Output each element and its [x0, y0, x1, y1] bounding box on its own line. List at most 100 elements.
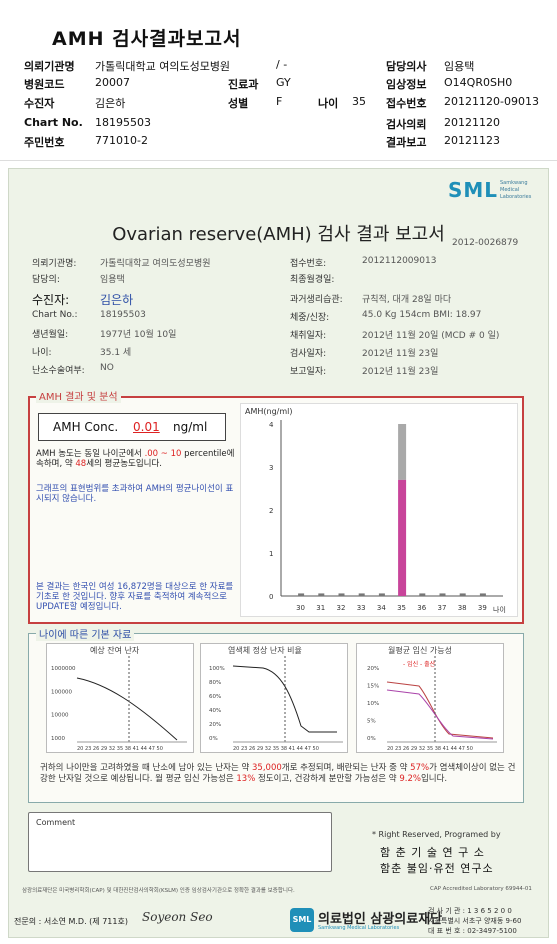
mini-y-tick: 60%: [209, 694, 221, 700]
chart3-pregnancy-curve: [386, 681, 494, 739]
chart3-xticks: 20 23 26 29 32 35 38 41 44 47 50: [387, 746, 473, 752]
amh-y-tick: 0: [269, 593, 273, 601]
header-value: 771010-2: [95, 134, 148, 147]
header-label: Chart No.: [24, 116, 83, 129]
field-value: 2012년 11월 20일 (MCD # 0 일): [362, 331, 500, 341]
chart3-ticks: 20% 15% 10% 5% 0%: [367, 666, 379, 742]
org-logo-icon: SML: [290, 908, 314, 932]
mini-y-tick: 40%: [209, 708, 221, 714]
chromosome-normal-chart: 100% 80% 60% 40% 20% 0% 20 23 26 29 32 35 38 …: [200, 643, 348, 753]
amh-x-tick: 38: [458, 604, 467, 612]
chart1-xticks: 20 23 26 29 32 35 38 41 44 47 50: [77, 746, 163, 752]
form-title: Ovarian reserve(AMH) 검사 결과 보고서: [112, 224, 445, 245]
header-value: 가톨릭대학교 여의도성모병원: [95, 60, 231, 73]
header-value: 20121120-09013: [444, 95, 539, 108]
right-field: 최종월경일:: [290, 272, 334, 285]
chart3-legend: - 임신 - 출산: [403, 660, 436, 668]
mini-y-tick: 20%: [367, 666, 379, 672]
amh-y-tick: 2: [269, 507, 273, 515]
amh-value-bar: [398, 479, 407, 596]
field-value: 규칙적, 대개 28일 마다: [362, 295, 452, 305]
left-field: 수진자: 김은하: [32, 291, 133, 308]
amh-age-bar: [439, 593, 446, 596]
amh-x-tick: 35: [397, 604, 406, 612]
amh-range-note: 그래프의 표현범위를 초과하여 AMH의 평균나이선이 표시되지 않습니다.: [36, 484, 234, 504]
header-label: 진료과: [228, 78, 259, 91]
physician-signature: Soyeon Seo: [142, 910, 213, 924]
header-label: 임상정보: [386, 78, 427, 91]
field-label: 과거생리습관:: [290, 295, 343, 305]
header-value: 20121120: [444, 116, 500, 129]
mini-y-tick: 20%: [209, 722, 221, 728]
header-value: 임용택: [444, 60, 475, 73]
field-value: 1977년 10월 10일: [100, 330, 177, 340]
org-subtitle: Samkwang Medical Laboratories: [318, 925, 400, 931]
mini-y-tick: 1000: [51, 736, 65, 742]
chart2-curve: [232, 665, 337, 733]
header-value: GY: [276, 76, 291, 89]
amh-range-bar: [398, 424, 407, 480]
header-divider: [0, 160, 557, 161]
field-value: 18195503: [100, 310, 146, 320]
amh-conc-label: AMH Conc.: [53, 420, 119, 434]
header-value: 18195503: [95, 116, 151, 129]
field-label: 체중/신장:: [290, 313, 330, 323]
header-row: 의뢰기관명 가톨릭대학교 여의도성모병원 / - 담당의사 임용택: [0, 58, 557, 76]
amh-chart-ylabel: AMH(ng/ml): [245, 407, 293, 416]
amh-x-tick: 36: [417, 604, 426, 612]
org-name: 의료법인 삼광의료재단: [318, 912, 443, 927]
field-value: 35.1 세: [100, 348, 132, 358]
amh-age-bar: [358, 593, 365, 596]
chart3-title: 월평균 임신 가능성: [388, 646, 452, 655]
amh-age-bar: [338, 593, 345, 596]
field-value: 2012년 11월 23일: [362, 349, 439, 359]
sml-logo-subtitle: Samkwang Medical Laboratories: [500, 180, 532, 200]
header-label: 담당의사: [386, 60, 427, 73]
header-label: 병원코드: [24, 78, 65, 91]
institute-name-2: 함춘 불임·유전 연구소: [380, 862, 494, 875]
right-field: 채취일자: 2012년 11월 20일 (MCD # 0 일): [290, 328, 499, 341]
header-row: 수진자 김은하 성별 F 나이 35 접수번호 20121120-09013: [0, 95, 557, 113]
amh-x-tick: 31: [316, 604, 325, 612]
header-row: 병원코드 20007 진료과 GY 임상정보 O14QR0SH0: [0, 76, 557, 94]
amh-age-bar: [318, 593, 325, 596]
amh-age-bar: [298, 593, 305, 596]
cap-note: CAP Accredited Laboratory 69944-01: [430, 886, 532, 892]
amh-age-bar: [378, 593, 385, 596]
institute-name-1: 함 춘 기 술 연 구 소: [380, 846, 485, 859]
chart3-birth-curve: [386, 689, 494, 740]
mini-y-tick: 100%: [209, 666, 225, 672]
right-field: 과거생리습관: 규칙적, 대개 28일 마다: [290, 292, 451, 305]
comment-box: [28, 812, 332, 872]
header-label: 주민번호: [24, 136, 65, 149]
field-label: Chart No.:: [32, 310, 78, 320]
sml-logo: SML: [448, 178, 499, 202]
header-value: 김은하: [95, 97, 126, 110]
header-value: 35: [352, 95, 366, 108]
certification-note: 삼광의료재단은 미국병리학회(CAP) 및 대한진단검사의학회(KSLM) 인증…: [22, 888, 295, 894]
chart2-ticks: 100% 80% 60% 40% 20% 0%: [209, 666, 225, 742]
amh-age-bar: [479, 593, 486, 596]
left-field: 담당의: 임용택: [32, 272, 125, 285]
amh-x-tick: 33: [357, 604, 366, 612]
field-label: 접수번호:: [290, 259, 327, 269]
amh-chart-panel: AMH(ng/ml) 0 1 2 3 4 30 31 32 33 34 35 36 37 38 39 나이: [240, 403, 518, 617]
header-label: 성별: [228, 97, 249, 110]
chart1-curve: [76, 677, 178, 741]
amh-x-tick: 37: [438, 604, 447, 612]
field-label: 수진자:: [32, 293, 70, 307]
header-label: 의뢰기관명: [24, 60, 75, 73]
field-value: 2012112009013: [362, 256, 437, 266]
mini-y-tick: 80%: [209, 680, 221, 686]
signing-physician: 전문의 : 서소연 M.D. (제 711호): [14, 917, 128, 926]
field-label: 채취일자:: [290, 331, 327, 341]
field-value: 임용택: [100, 275, 125, 285]
header-row: 주민번호 771010-2 결과보고 20121123: [0, 134, 557, 152]
right-field: 접수번호: 2012112009013: [290, 256, 436, 269]
org-contact: 검 사 기 관 : 1 3 6 5 2 0 0 서울특별시 서초구 양재동 9-…: [428, 907, 522, 935]
field-value: 가톨릭대학교 여의도성모병원: [100, 259, 211, 269]
right-field: 체중/신장: 45.0 Kg 154cm BMI: 18.97: [290, 310, 481, 323]
field-label: 담당의:: [32, 275, 60, 285]
form-document-number: 2012-0026879: [452, 238, 519, 248]
amh-concentration-box: AMH Conc. 0.01 ng/ml: [38, 413, 226, 441]
